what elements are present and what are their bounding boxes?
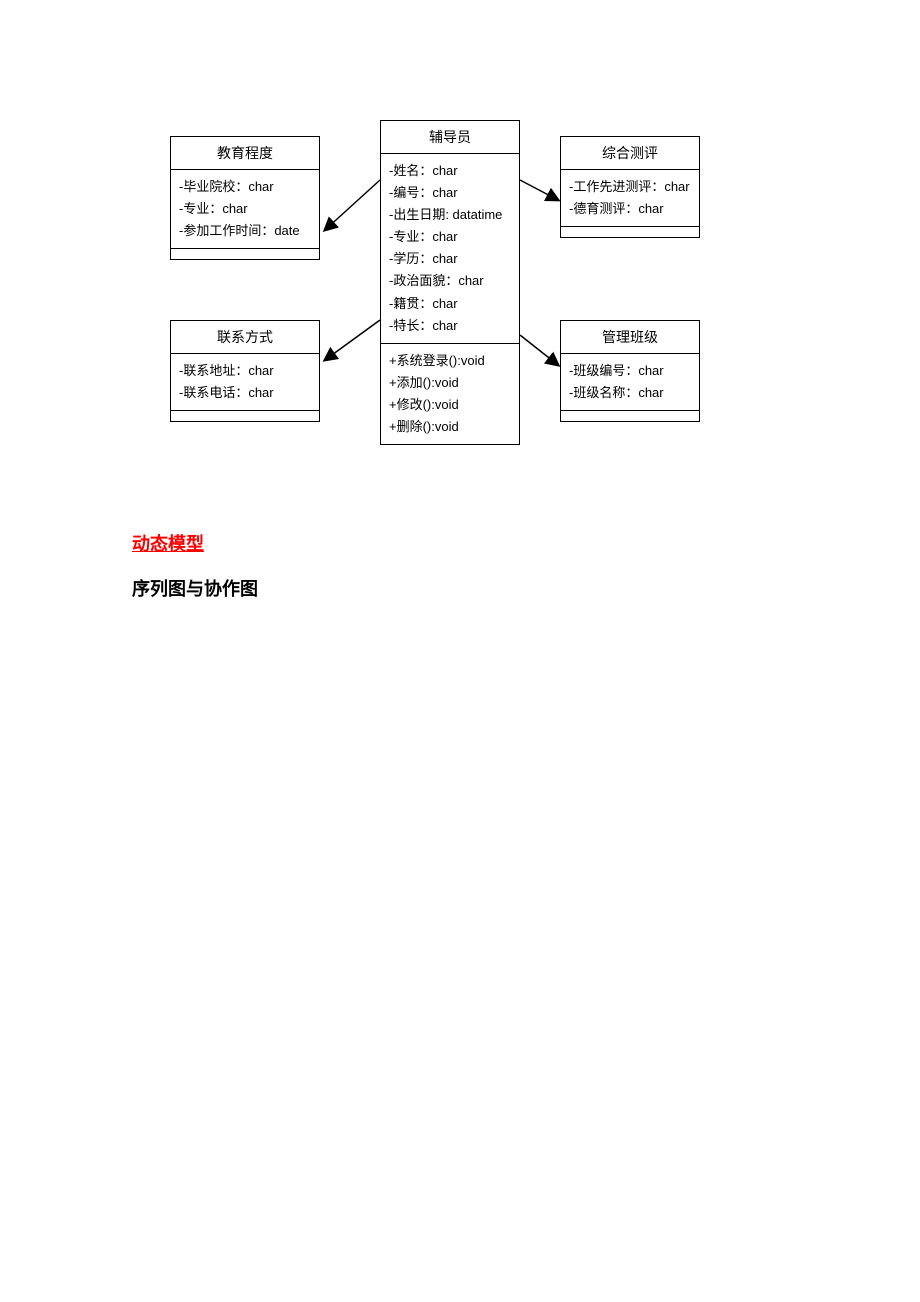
method: +添加():void [389,372,511,394]
class-attributes: -班级编号：char -班级名称：char [561,354,699,411]
attribute: -参加工作时间：date [179,220,311,242]
class-methods [561,227,699,237]
attribute: -班级名称：char [569,382,691,404]
class-attributes: -毕业院校：char -专业：char -参加工作时间：date [171,170,319,249]
class-management: 管理班级 -班级编号：char -班级名称：char [560,320,700,422]
heading-dynamic-model: 动态模型 [132,530,204,556]
class-evaluation: 综合测评 -工作先进测评：char -德育测评：char [560,136,700,238]
attribute: -籍贯：char [389,293,511,315]
method: +系统登录():void [389,350,511,372]
class-methods [171,249,319,259]
attribute: -编号：char [389,182,511,204]
attribute: -学历：char [389,248,511,270]
class-title: 教育程度 [171,137,319,170]
attribute: -德育测评：char [569,198,691,220]
attribute: -毕业院校：char [179,176,311,198]
class-attributes: -工作先进测评：char -德育测评：char [561,170,699,227]
class-title: 辅导员 [381,121,519,154]
class-counselor: 辅导员 -姓名：char -编号：char -出生日期: datatime -专… [380,120,520,445]
class-methods [171,411,319,421]
attribute: -班级编号：char [569,360,691,382]
attribute: -特长：char [389,315,511,337]
attribute: -工作先进测评：char [569,176,691,198]
attribute: -联系地址：char [179,360,311,382]
class-education: 教育程度 -毕业院校：char -专业：char -参加工作时间：date [170,136,320,260]
class-methods: +系统登录():void +添加():void +修改():void +删除()… [381,344,519,444]
class-title: 联系方式 [171,321,319,354]
class-title: 综合测评 [561,137,699,170]
method: +删除():void [389,416,511,438]
attribute: -出生日期: datatime [389,204,511,226]
attribute: -专业：char [179,198,311,220]
attribute: -联系电话：char [179,382,311,404]
class-methods [561,411,699,421]
method: +修改():void [389,394,511,416]
attribute: -政治面貌：char [389,270,511,292]
class-contact: 联系方式 -联系地址：char -联系电话：char [170,320,320,422]
class-attributes: -姓名：char -编号：char -出生日期: datatime -专业：ch… [381,154,519,344]
attribute: -姓名：char [389,160,511,182]
class-attributes: -联系地址：char -联系电话：char [171,354,319,411]
heading-sequence-diagram: 序列图与协作图 [132,575,258,601]
uml-class-diagram: 教育程度 -毕业院校：char -专业：char -参加工作时间：date 辅导… [130,120,790,520]
attribute: -专业：char [389,226,511,248]
class-title: 管理班级 [561,321,699,354]
